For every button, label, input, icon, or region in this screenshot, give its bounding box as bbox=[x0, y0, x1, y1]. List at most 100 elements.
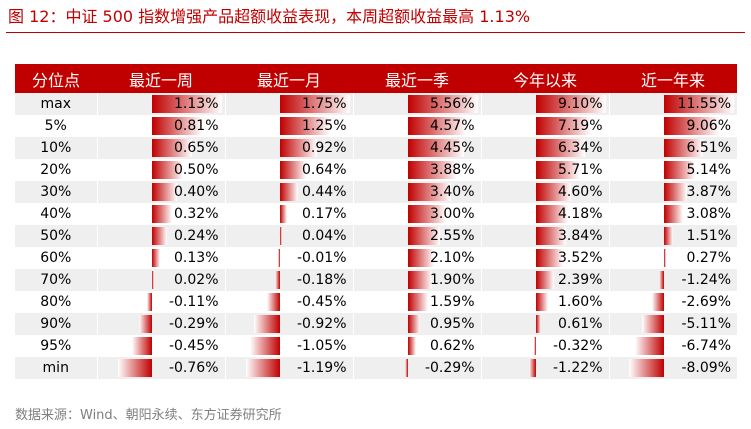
value-cell: -5.11% bbox=[608, 313, 737, 335]
data-bar bbox=[535, 139, 585, 157]
data-bar bbox=[404, 359, 408, 377]
value-cell: 0.65% bbox=[96, 137, 225, 159]
table-row: 90% -0.29% -0.92% 0.95% 0.61% -5.11% bbox=[15, 313, 737, 335]
data-bar bbox=[274, 271, 280, 289]
value-cell: -1.19% bbox=[224, 357, 353, 379]
data-bar bbox=[151, 271, 154, 289]
value-cell: 4.57% bbox=[352, 115, 481, 137]
value-label: 3.00% bbox=[430, 206, 475, 222]
table-row: min -0.76% -1.19% -0.29% -1.22% -8.09% bbox=[15, 357, 737, 379]
data-bar bbox=[663, 139, 703, 157]
value-label: 0.27% bbox=[686, 250, 731, 266]
percentile-label: 5% bbox=[15, 115, 97, 137]
data-bar bbox=[407, 117, 466, 135]
value-label: -0.01% bbox=[296, 250, 347, 266]
data-bar bbox=[658, 271, 664, 289]
data-bar bbox=[628, 359, 664, 377]
percentile-label: 10% bbox=[15, 137, 97, 159]
column-header: 今年以来 bbox=[481, 64, 609, 93]
percentile-label: 20% bbox=[15, 159, 97, 181]
value-cell: 3.88% bbox=[352, 159, 481, 181]
data-bar bbox=[535, 161, 580, 179]
value-label: -0.32% bbox=[552, 338, 603, 354]
source-note: 数据来源：Wind、朝阳永续、东方证券研究所 bbox=[15, 408, 282, 423]
value-label: 5.71% bbox=[558, 162, 603, 178]
value-cell: 4.45% bbox=[352, 137, 481, 159]
data-bar bbox=[151, 227, 167, 245]
percentile-label: 50% bbox=[15, 225, 97, 247]
value-cell: -0.18% bbox=[224, 269, 353, 291]
value-label: 0.32% bbox=[174, 206, 219, 222]
value-cell: 1.13% bbox=[96, 93, 225, 115]
value-label: -0.76% bbox=[168, 360, 219, 376]
value-cell: -0.01% bbox=[224, 247, 353, 269]
table-row: max 1.13% 1.75% 5.56% 9.10% 11.55% bbox=[15, 93, 737, 115]
data-bar bbox=[535, 205, 568, 223]
data-bar bbox=[151, 205, 172, 223]
value-cell: 1.75% bbox=[224, 93, 353, 115]
data-bar bbox=[266, 293, 280, 311]
value-cell: 11.55% bbox=[608, 93, 737, 115]
value-label: 5.56% bbox=[430, 96, 475, 112]
value-cell: 1.51% bbox=[608, 225, 737, 247]
value-cell: 3.52% bbox=[480, 247, 609, 269]
value-label: 1.90% bbox=[430, 272, 475, 288]
data-bar bbox=[117, 359, 152, 377]
data-bar bbox=[131, 337, 152, 355]
data-bar bbox=[533, 337, 536, 355]
value-cell: -0.76% bbox=[96, 357, 225, 379]
value-cell: -1.24% bbox=[608, 269, 737, 291]
table-header-row: 分位点 最近一周 最近一月 最近一季 今年以来 近一年来 bbox=[15, 64, 737, 93]
value-label: 0.24% bbox=[174, 228, 219, 244]
value-label: -1.22% bbox=[552, 360, 603, 376]
data-bar bbox=[641, 315, 664, 333]
value-label: 3.40% bbox=[430, 184, 475, 200]
value-label: -1.24% bbox=[681, 272, 731, 288]
value-cell: 5.56% bbox=[352, 93, 481, 115]
value-cell: 0.02% bbox=[96, 269, 225, 291]
data-bar bbox=[151, 183, 177, 201]
value-cell: 9.06% bbox=[608, 115, 737, 137]
value-cell: -1.22% bbox=[480, 357, 609, 379]
value-label: 3.08% bbox=[686, 206, 731, 222]
value-cell: -0.11% bbox=[96, 291, 225, 313]
value-cell: 0.95% bbox=[352, 313, 481, 335]
column-header: 近一年来 bbox=[609, 64, 737, 93]
data-bar bbox=[407, 95, 478, 113]
data-bar bbox=[535, 95, 606, 113]
value-cell: 3.00% bbox=[352, 203, 481, 225]
value-cell: 3.87% bbox=[608, 181, 737, 203]
value-cell: -0.92% bbox=[224, 313, 353, 335]
value-label: 0.64% bbox=[302, 162, 347, 178]
value-cell: 5.14% bbox=[608, 159, 737, 181]
value-cell: 0.81% bbox=[96, 115, 225, 137]
data-bar bbox=[663, 205, 683, 223]
value-cell: 1.90% bbox=[352, 269, 481, 291]
value-label: 1.60% bbox=[558, 294, 603, 310]
value-label: 4.60% bbox=[558, 184, 603, 200]
percentile-label: 60% bbox=[15, 247, 97, 269]
percentile-label: min bbox=[15, 357, 97, 379]
data-bar bbox=[407, 183, 451, 201]
value-label: 2.55% bbox=[430, 228, 475, 244]
data-bar bbox=[663, 95, 734, 113]
data-bar bbox=[151, 95, 222, 113]
value-label: 0.81% bbox=[174, 118, 219, 134]
value-label: 1.51% bbox=[686, 228, 731, 244]
data-bar bbox=[279, 227, 282, 245]
value-label: 3.87% bbox=[686, 184, 731, 200]
value-label: 9.10% bbox=[558, 96, 603, 112]
value-label: 4.18% bbox=[558, 206, 603, 222]
data-bar bbox=[407, 271, 432, 289]
data-bar bbox=[407, 249, 434, 267]
table-row: 5% 0.81% 1.25% 4.57% 7.19% 9.06% bbox=[15, 115, 737, 137]
value-cell: 4.60% bbox=[480, 181, 609, 203]
value-cell: -8.09% bbox=[608, 357, 737, 379]
value-label: 0.50% bbox=[174, 162, 219, 178]
data-bar bbox=[535, 183, 571, 201]
data-bar bbox=[535, 249, 563, 267]
data-bar bbox=[279, 205, 287, 223]
value-cell: -2.69% bbox=[608, 291, 737, 313]
column-header: 分位点 bbox=[15, 64, 97, 93]
data-bar bbox=[279, 95, 350, 113]
